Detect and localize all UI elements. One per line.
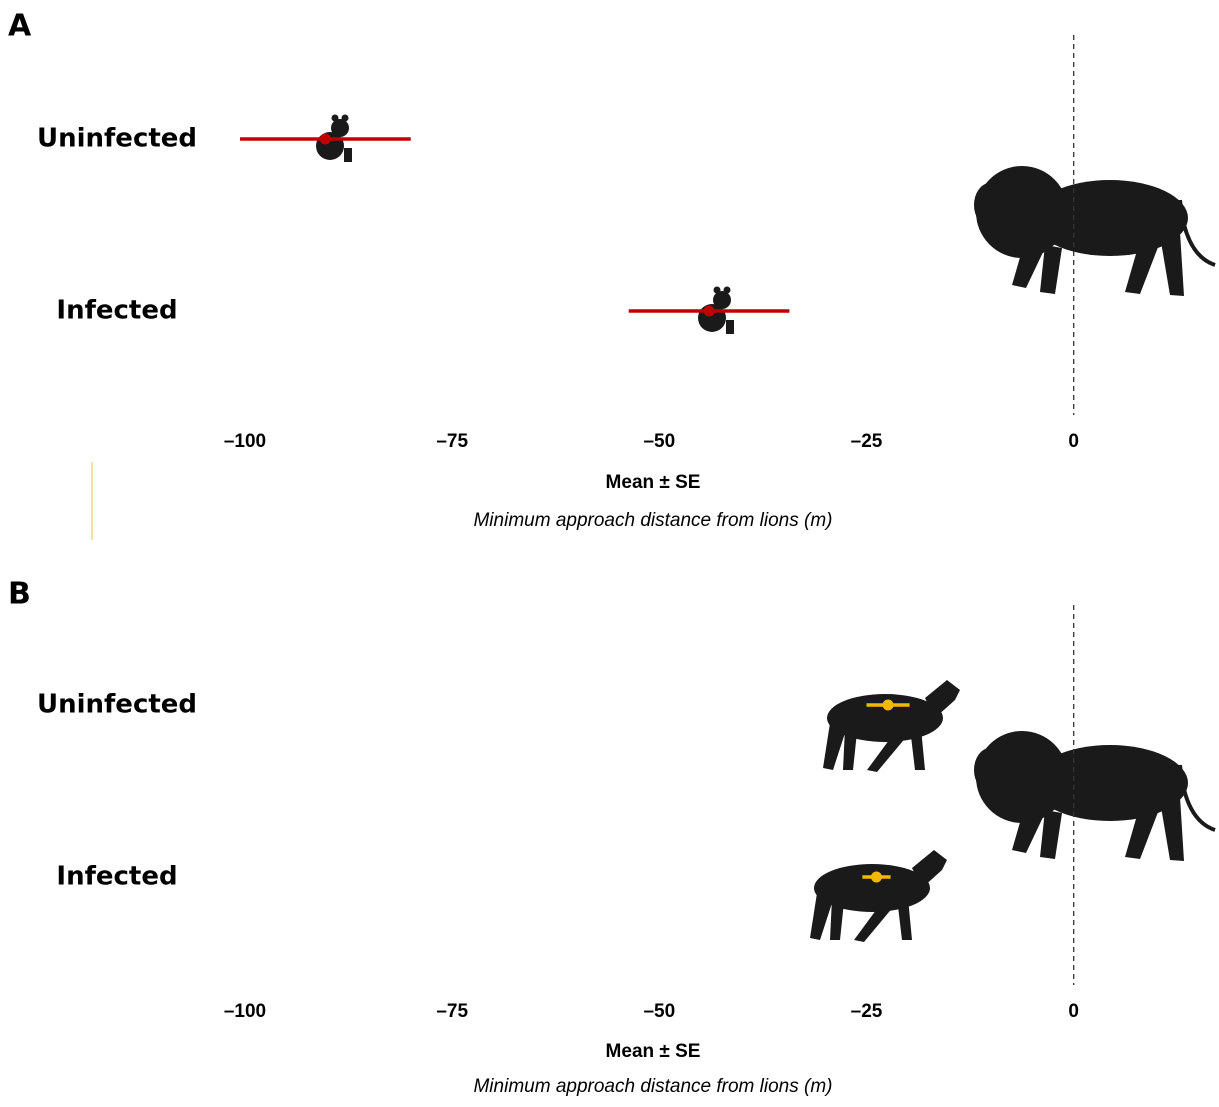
x-tick-label: –50 bbox=[643, 1001, 675, 1022]
mean-point bbox=[882, 699, 894, 711]
mean-point bbox=[703, 305, 715, 317]
lion-silhouette bbox=[972, 729, 1217, 863]
mean-point bbox=[870, 871, 882, 883]
x-tick-label: –100 bbox=[224, 431, 266, 452]
x-axis-subtitle: Minimum approach distance from lions (m) bbox=[473, 1076, 832, 1097]
category-label: Infected bbox=[56, 862, 177, 892]
x-axis-label: Mean ± SE bbox=[606, 1041, 701, 1062]
x-axis-label: Mean ± SE bbox=[606, 472, 701, 493]
hyena-silhouette bbox=[823, 680, 960, 772]
category-label: Uninfected bbox=[37, 124, 197, 154]
x-axis-subtitle: Minimum approach distance from lions (m) bbox=[473, 510, 832, 531]
mean-point bbox=[319, 133, 331, 145]
hyena-silhouette bbox=[810, 850, 947, 942]
category-label: Uninfected bbox=[37, 690, 197, 720]
panel-label: B bbox=[8, 577, 31, 612]
x-tick-label: –100 bbox=[224, 1001, 266, 1022]
panel-label: A bbox=[8, 9, 32, 44]
x-tick-label: –75 bbox=[436, 431, 468, 452]
x-tick-label: –25 bbox=[851, 431, 883, 452]
x-tick-label: –75 bbox=[436, 1001, 468, 1022]
lion-silhouette bbox=[972, 164, 1217, 298]
x-tick-label: –50 bbox=[643, 431, 675, 452]
category-label: Infected bbox=[56, 296, 177, 326]
x-tick-label: 0 bbox=[1068, 1001, 1079, 1022]
x-tick-label: 0 bbox=[1068, 431, 1079, 452]
x-tick-label: –25 bbox=[851, 1001, 883, 1022]
